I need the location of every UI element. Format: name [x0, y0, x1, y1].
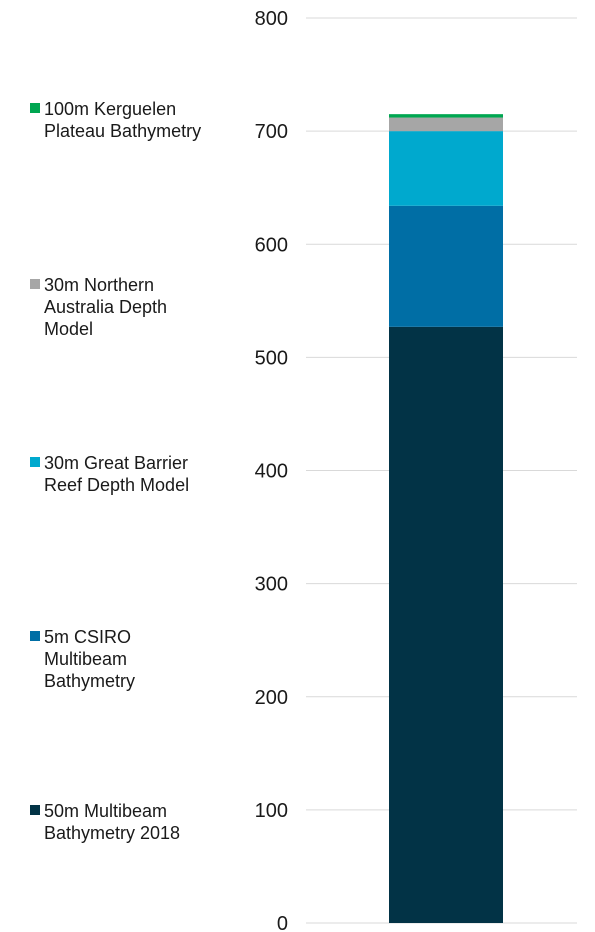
legend-swatch: [30, 279, 40, 289]
y-tick-label: 0: [277, 913, 288, 932]
y-tick-label: 400: [255, 461, 288, 483]
bar-segment: [389, 205, 503, 327]
y-tick-label: 100: [255, 800, 288, 822]
legend-label: 100m Kerguelen Plateau Bathymetry: [44, 99, 202, 141]
y-tick-label: 300: [255, 574, 288, 596]
bar-segments: [389, 114, 503, 923]
legend-label: 5m CSIRO Multibeam Bathymetry: [44, 627, 136, 691]
legend-item: 100m Kerguelen Plateau Bathymetry: [30, 98, 245, 142]
bar-segment: [389, 326, 503, 923]
legend-swatch: [30, 457, 40, 467]
legend-item: 30m Northern Australia Depth Model: [30, 274, 245, 340]
bar-segment: [389, 114, 503, 118]
legend-item: 50m Multibeam Bathymetry 2018: [30, 800, 245, 844]
legend-swatch: [30, 631, 40, 641]
legend-label: 50m Multibeam Bathymetry 2018: [44, 801, 181, 843]
legend-label: 30m Northern Australia Depth Model: [44, 275, 168, 339]
legend-item: 30m Great Barrier Reef Depth Model: [30, 452, 245, 496]
y-tick-label: 800: [255, 8, 288, 30]
bar-segment: [389, 117, 503, 132]
bar-segment: [389, 131, 503, 206]
legend-swatch: [30, 805, 40, 815]
y-tick-label: 600: [255, 234, 288, 256]
y-axis-ticks: 0 100 200 300 400 500 600 700 800: [255, 8, 288, 932]
y-tick-label: 200: [255, 687, 288, 709]
y-tick-label: 500: [255, 347, 288, 369]
legend-item: 5m CSIRO Multibeam Bathymetry: [30, 626, 245, 692]
legend-label: 30m Great Barrier Reef Depth Model: [44, 453, 190, 495]
legend-swatch: [30, 103, 40, 113]
y-tick-label: 700: [255, 121, 288, 143]
